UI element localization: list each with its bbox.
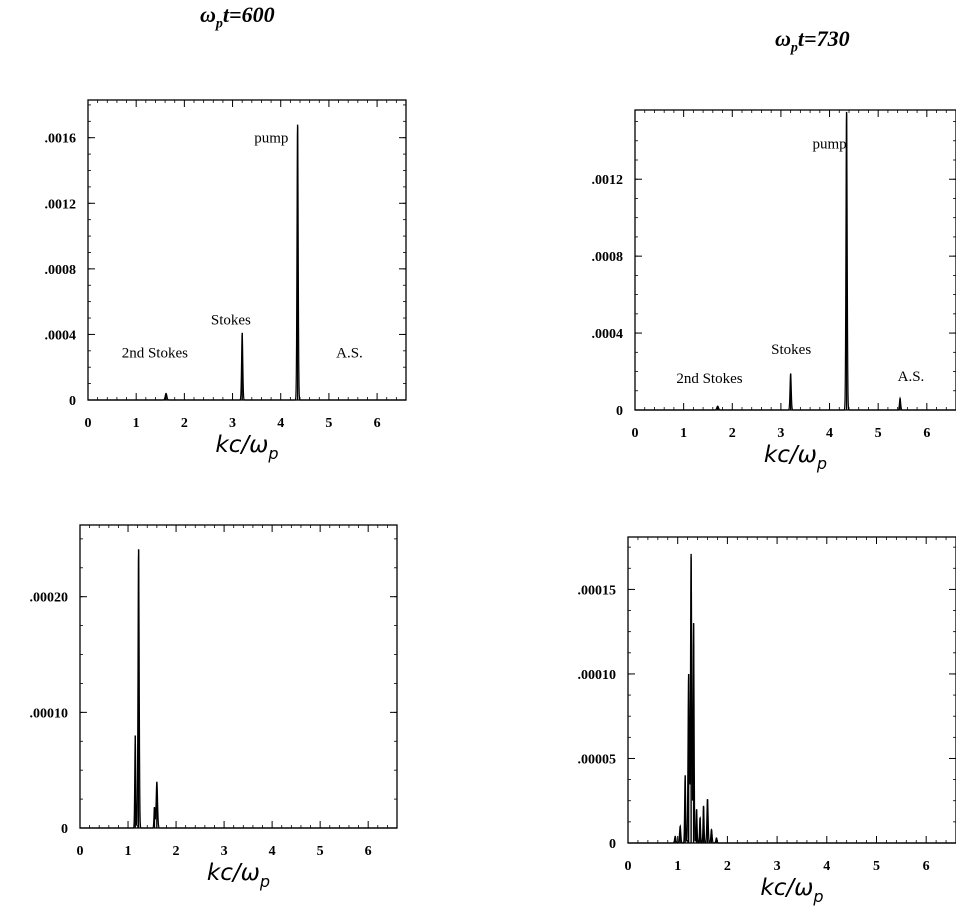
peak-annotation: Stokes [211, 313, 251, 329]
spectrum-line [628, 557, 956, 843]
x-tick-label: 0 [77, 844, 84, 859]
y-tick-label: 0 [616, 404, 623, 419]
peak-annotation: 2nd Stokes [676, 371, 742, 387]
y-tick-label: .0008 [45, 263, 77, 278]
x-tick-label: 3 [774, 859, 781, 874]
x-tick-label: 5 [317, 844, 324, 859]
y-tick-label: .00010 [578, 668, 617, 683]
x-tick-label: 6 [923, 426, 930, 441]
y-tick-label: .0008 [592, 250, 624, 265]
peak-annotation: pump [813, 136, 847, 152]
y-tick-label: 0 [61, 822, 68, 837]
y-tick-label: .0012 [45, 197, 77, 212]
x-tick-label: 3 [221, 844, 228, 859]
peak-annotation: pump [254, 131, 288, 147]
x-tick-label: 4 [269, 844, 276, 859]
x-tick-label: 1 [133, 416, 140, 431]
x-tick-label: 2 [724, 859, 731, 874]
x-tick-label: 2 [181, 416, 188, 431]
x-tick-label: 0 [85, 416, 92, 431]
x-tick-label: 3 [777, 426, 784, 441]
peak-annotation: A.S. [336, 345, 363, 361]
plot-frame [80, 525, 397, 828]
x-tick-label: 0 [632, 426, 639, 441]
x-tick-label: 6 [923, 859, 930, 874]
x-tick-label: 5 [325, 416, 332, 431]
panel-bottom-left: 0 1 2 3 4 5 6 0 .00010 .00020 kc/ωp [30, 525, 398, 891]
panel-title-right: ωpt=730 [775, 26, 850, 56]
x-tick-label: 2 [173, 844, 180, 859]
panel-top-left: 0 1 2 3 4 5 6 0 .0004 .0008 .0012 .0016 pump Stokes 2n… [45, 100, 407, 463]
y-tick-label: .0004 [592, 327, 624, 342]
title-left-text: t=600 [223, 2, 275, 27]
x-tick-label: 1 [680, 426, 687, 441]
spectrum-line [80, 550, 397, 828]
x-tick-label: 4 [277, 416, 284, 431]
x-tick-label: 6 [374, 416, 381, 431]
x-tick-label: 1 [674, 859, 681, 874]
plot-frame [628, 537, 956, 843]
x-tick-label: 0 [625, 859, 632, 874]
x-tick-label: 3 [229, 416, 236, 431]
x-axis-label: kc/ωp [207, 860, 270, 891]
title-left-subscript: p [216, 16, 223, 31]
y-tick-label: .0004 [45, 328, 77, 343]
peak-annotation: A.S. [898, 369, 925, 385]
y-tick-label: .00020 [30, 591, 69, 606]
title-right-subscript: p [791, 40, 798, 55]
y-tick-label: 0 [609, 837, 616, 852]
spectrum-line [635, 114, 956, 410]
x-tick-label: 5 [873, 859, 880, 874]
peak-annotation: 2nd Stokes [122, 345, 188, 361]
panel-top-right: 0 1 2 3 4 5 6 0 .0004 .0008 .0012 pump Stokes 2nd Sto… [592, 110, 956, 473]
panel-bottom-right: 0 1 2 3 4 5 6 0 .00005 .00010 .00015 kc/ωp [578, 537, 956, 906]
plot-frame [635, 110, 956, 410]
title-right-symbol: ω [775, 26, 791, 51]
x-axis-label: kc/ωp [764, 442, 827, 473]
x-tick-label: 4 [823, 859, 830, 874]
y-tick-label: .00010 [30, 706, 69, 721]
y-tick-label: .00015 [578, 583, 617, 598]
y-tick-label: .0012 [592, 173, 624, 188]
x-tick-label: 5 [875, 426, 882, 441]
x-tick-label: 1 [125, 844, 132, 859]
x-tick-label: 4 [826, 426, 833, 441]
x-tick-label: 2 [729, 426, 736, 441]
x-axis-label: kc/ωp [760, 875, 823, 906]
x-tick-label: 6 [365, 844, 372, 859]
y-tick-label: 0 [69, 394, 76, 409]
x-axis-label: kc/ωp [215, 432, 278, 463]
y-tick-label: .00005 [578, 752, 617, 767]
title-left-symbol: ω [200, 2, 216, 27]
peak-annotation: Stokes [771, 342, 811, 358]
panel-title-left: ωpt=600 [200, 2, 275, 32]
y-tick-label: .0016 [45, 132, 77, 147]
title-right-text: t=730 [798, 26, 850, 51]
